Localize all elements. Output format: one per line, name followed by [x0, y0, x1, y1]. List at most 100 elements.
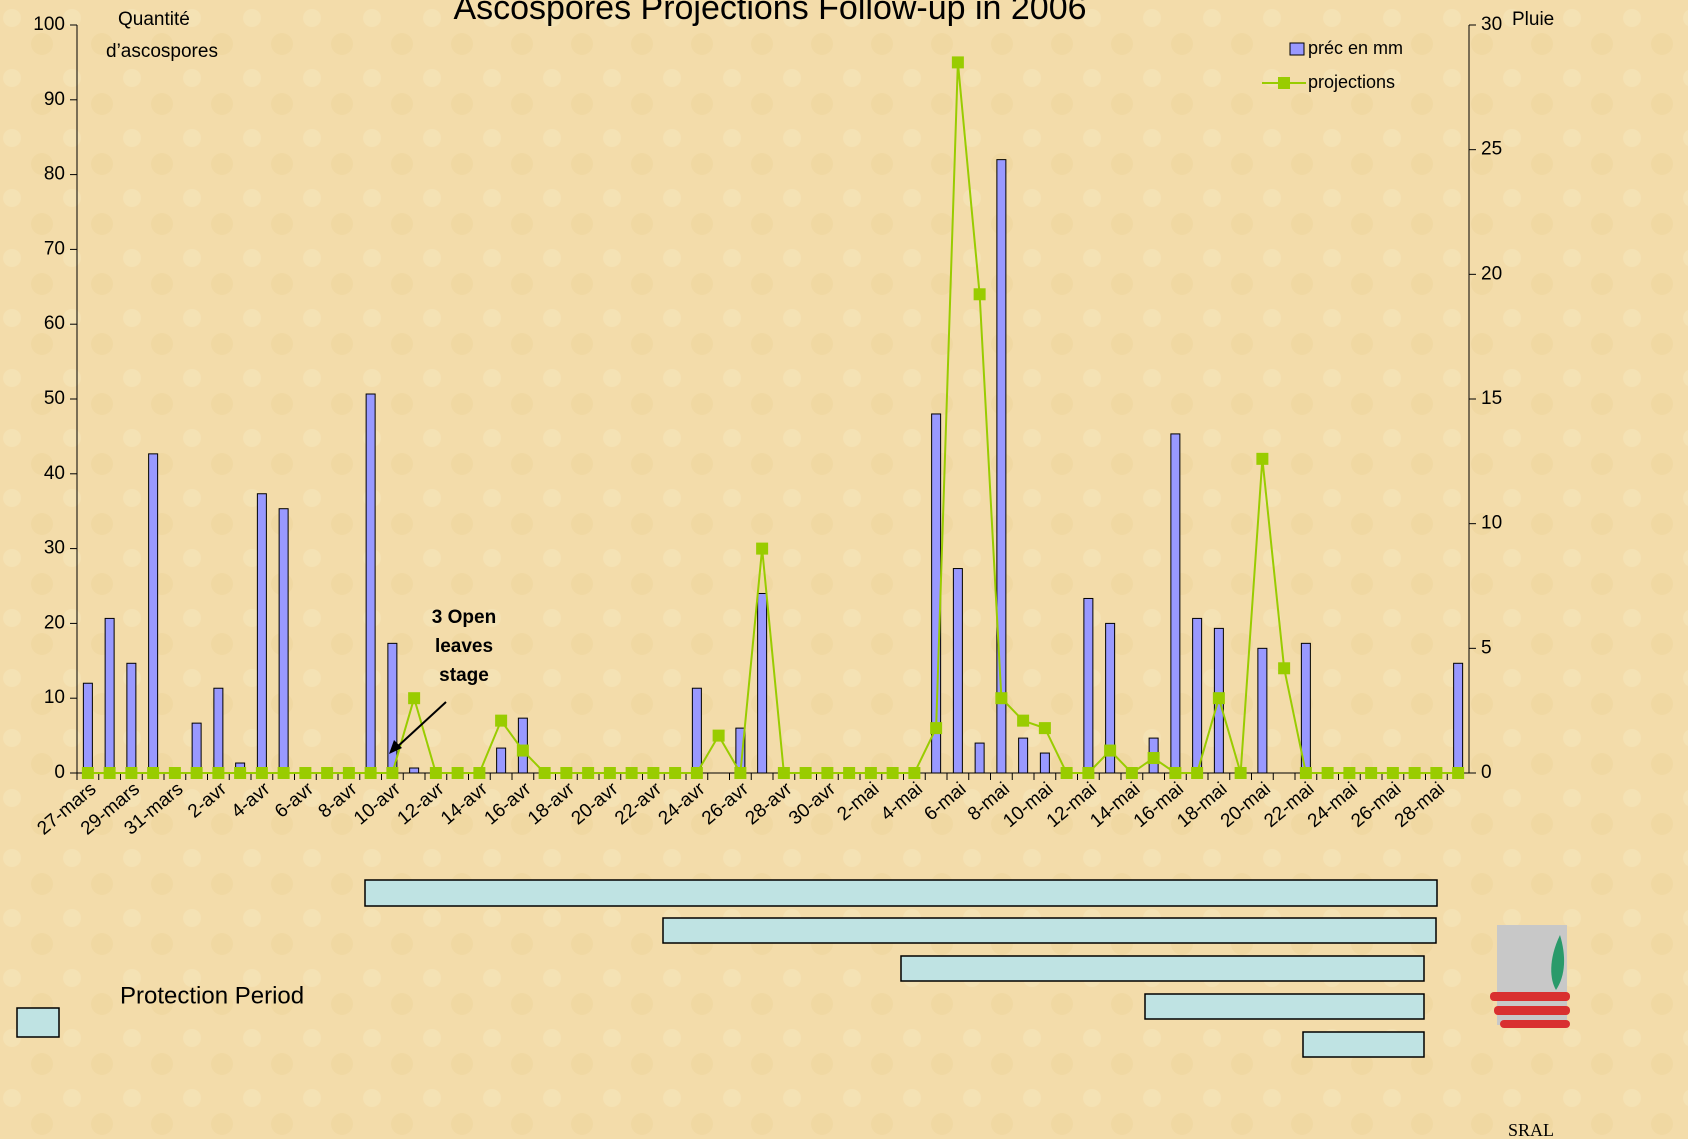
bar	[365, 393, 376, 774]
line-marker	[647, 767, 660, 779]
line-marker	[712, 729, 725, 742]
line-marker	[756, 542, 769, 555]
bar	[996, 159, 1007, 774]
line-marker	[81, 767, 94, 779]
line-marker	[1060, 767, 1073, 779]
line-marker	[516, 744, 529, 757]
legend-swatch	[1289, 42, 1305, 56]
line-marker	[1343, 767, 1356, 779]
line-marker	[1430, 767, 1443, 779]
line-marker	[1452, 767, 1465, 779]
line-marker	[190, 767, 203, 779]
line-marker	[234, 767, 247, 779]
line-marker	[1278, 662, 1291, 675]
y-tick-label: 60	[44, 313, 65, 334]
protection-periods	[16, 879, 1438, 1058]
bar	[952, 568, 963, 774]
line-marker	[1104, 744, 1117, 757]
line-marker	[799, 767, 812, 779]
annotation: stage	[439, 665, 489, 686]
line-marker	[821, 767, 834, 779]
bar	[1192, 617, 1203, 774]
line-marker	[603, 767, 616, 779]
line-marker	[669, 767, 682, 779]
y-tick-label: 70	[44, 238, 65, 259]
bar	[409, 767, 420, 774]
line-marker	[1212, 692, 1225, 705]
protection-bar	[364, 879, 1438, 907]
line-marker	[342, 767, 355, 779]
y2-tick-label: 10	[1481, 513, 1502, 534]
line-marker	[1191, 767, 1204, 779]
bar	[1257, 647, 1268, 774]
line-marker	[995, 692, 1008, 705]
line-marker	[843, 767, 856, 779]
line-marker	[1408, 767, 1421, 779]
bar	[496, 747, 507, 774]
y-tick-label: 20	[44, 612, 65, 633]
protection-bar	[662, 917, 1437, 944]
line-marker	[386, 767, 399, 779]
protection-bar	[1302, 1031, 1425, 1058]
y2-tick-label: 20	[1481, 263, 1502, 284]
line-marker	[299, 767, 312, 779]
line-marker	[168, 767, 181, 779]
line-marker	[538, 767, 551, 779]
protection-legend-label: Protection Period	[120, 982, 304, 1009]
logo-stripe	[1494, 1006, 1570, 1015]
bar	[1170, 433, 1181, 774]
bar	[278, 508, 289, 774]
logo-leaf	[1551, 935, 1565, 990]
line-marker	[1365, 767, 1378, 779]
line-marker	[255, 767, 268, 779]
line-marker	[777, 767, 790, 779]
bar	[1083, 597, 1094, 774]
line-marker	[734, 767, 747, 779]
bar	[256, 493, 267, 774]
line-marker	[451, 767, 464, 779]
y2-tick-label: 25	[1481, 139, 1502, 160]
line-marker	[1017, 714, 1030, 727]
protection-bar	[1144, 993, 1425, 1020]
line-marker	[1147, 752, 1160, 765]
y2-tick-label: 5	[1481, 637, 1492, 658]
bar	[148, 453, 159, 774]
line-marker	[560, 767, 573, 779]
logo: SRAL	[1490, 925, 1570, 1139]
line-marker	[1321, 767, 1334, 779]
logo-stripe	[1490, 992, 1570, 1001]
line-marker	[864, 767, 877, 779]
line	[87, 62, 1459, 777]
line-marker	[1125, 767, 1138, 779]
line-marker	[125, 767, 138, 779]
line-marker	[908, 767, 921, 779]
line-marker	[408, 692, 421, 705]
line-marker	[690, 767, 703, 779]
bar	[191, 722, 202, 774]
legend-swatch	[1278, 77, 1290, 89]
y2-tick-label: 30	[1481, 14, 1502, 35]
bar	[1018, 737, 1029, 774]
annotation: leaves	[435, 636, 493, 657]
line-marker	[147, 767, 160, 779]
y-tick-label: 100	[33, 14, 65, 35]
y2-tick-label: 0	[1481, 762, 1492, 783]
bar	[1039, 752, 1050, 774]
line-marker	[886, 767, 899, 779]
line-marker	[103, 767, 116, 779]
y2-axis-title: Pluie	[1512, 9, 1554, 30]
line-marker	[212, 767, 225, 779]
line-marker	[495, 714, 508, 727]
y-tick-label: 50	[44, 388, 65, 409]
annotation-arrow	[395, 701, 447, 749]
bar	[213, 687, 224, 774]
y-axis-title: d’ascospores	[106, 41, 218, 62]
line-marker	[1299, 767, 1312, 779]
bar	[1105, 622, 1116, 774]
line-marker	[473, 767, 486, 779]
y-tick-label: 90	[44, 89, 65, 110]
line-marker	[930, 722, 943, 735]
protection-bar	[900, 955, 1425, 982]
annotation-arrowhead	[389, 740, 402, 754]
